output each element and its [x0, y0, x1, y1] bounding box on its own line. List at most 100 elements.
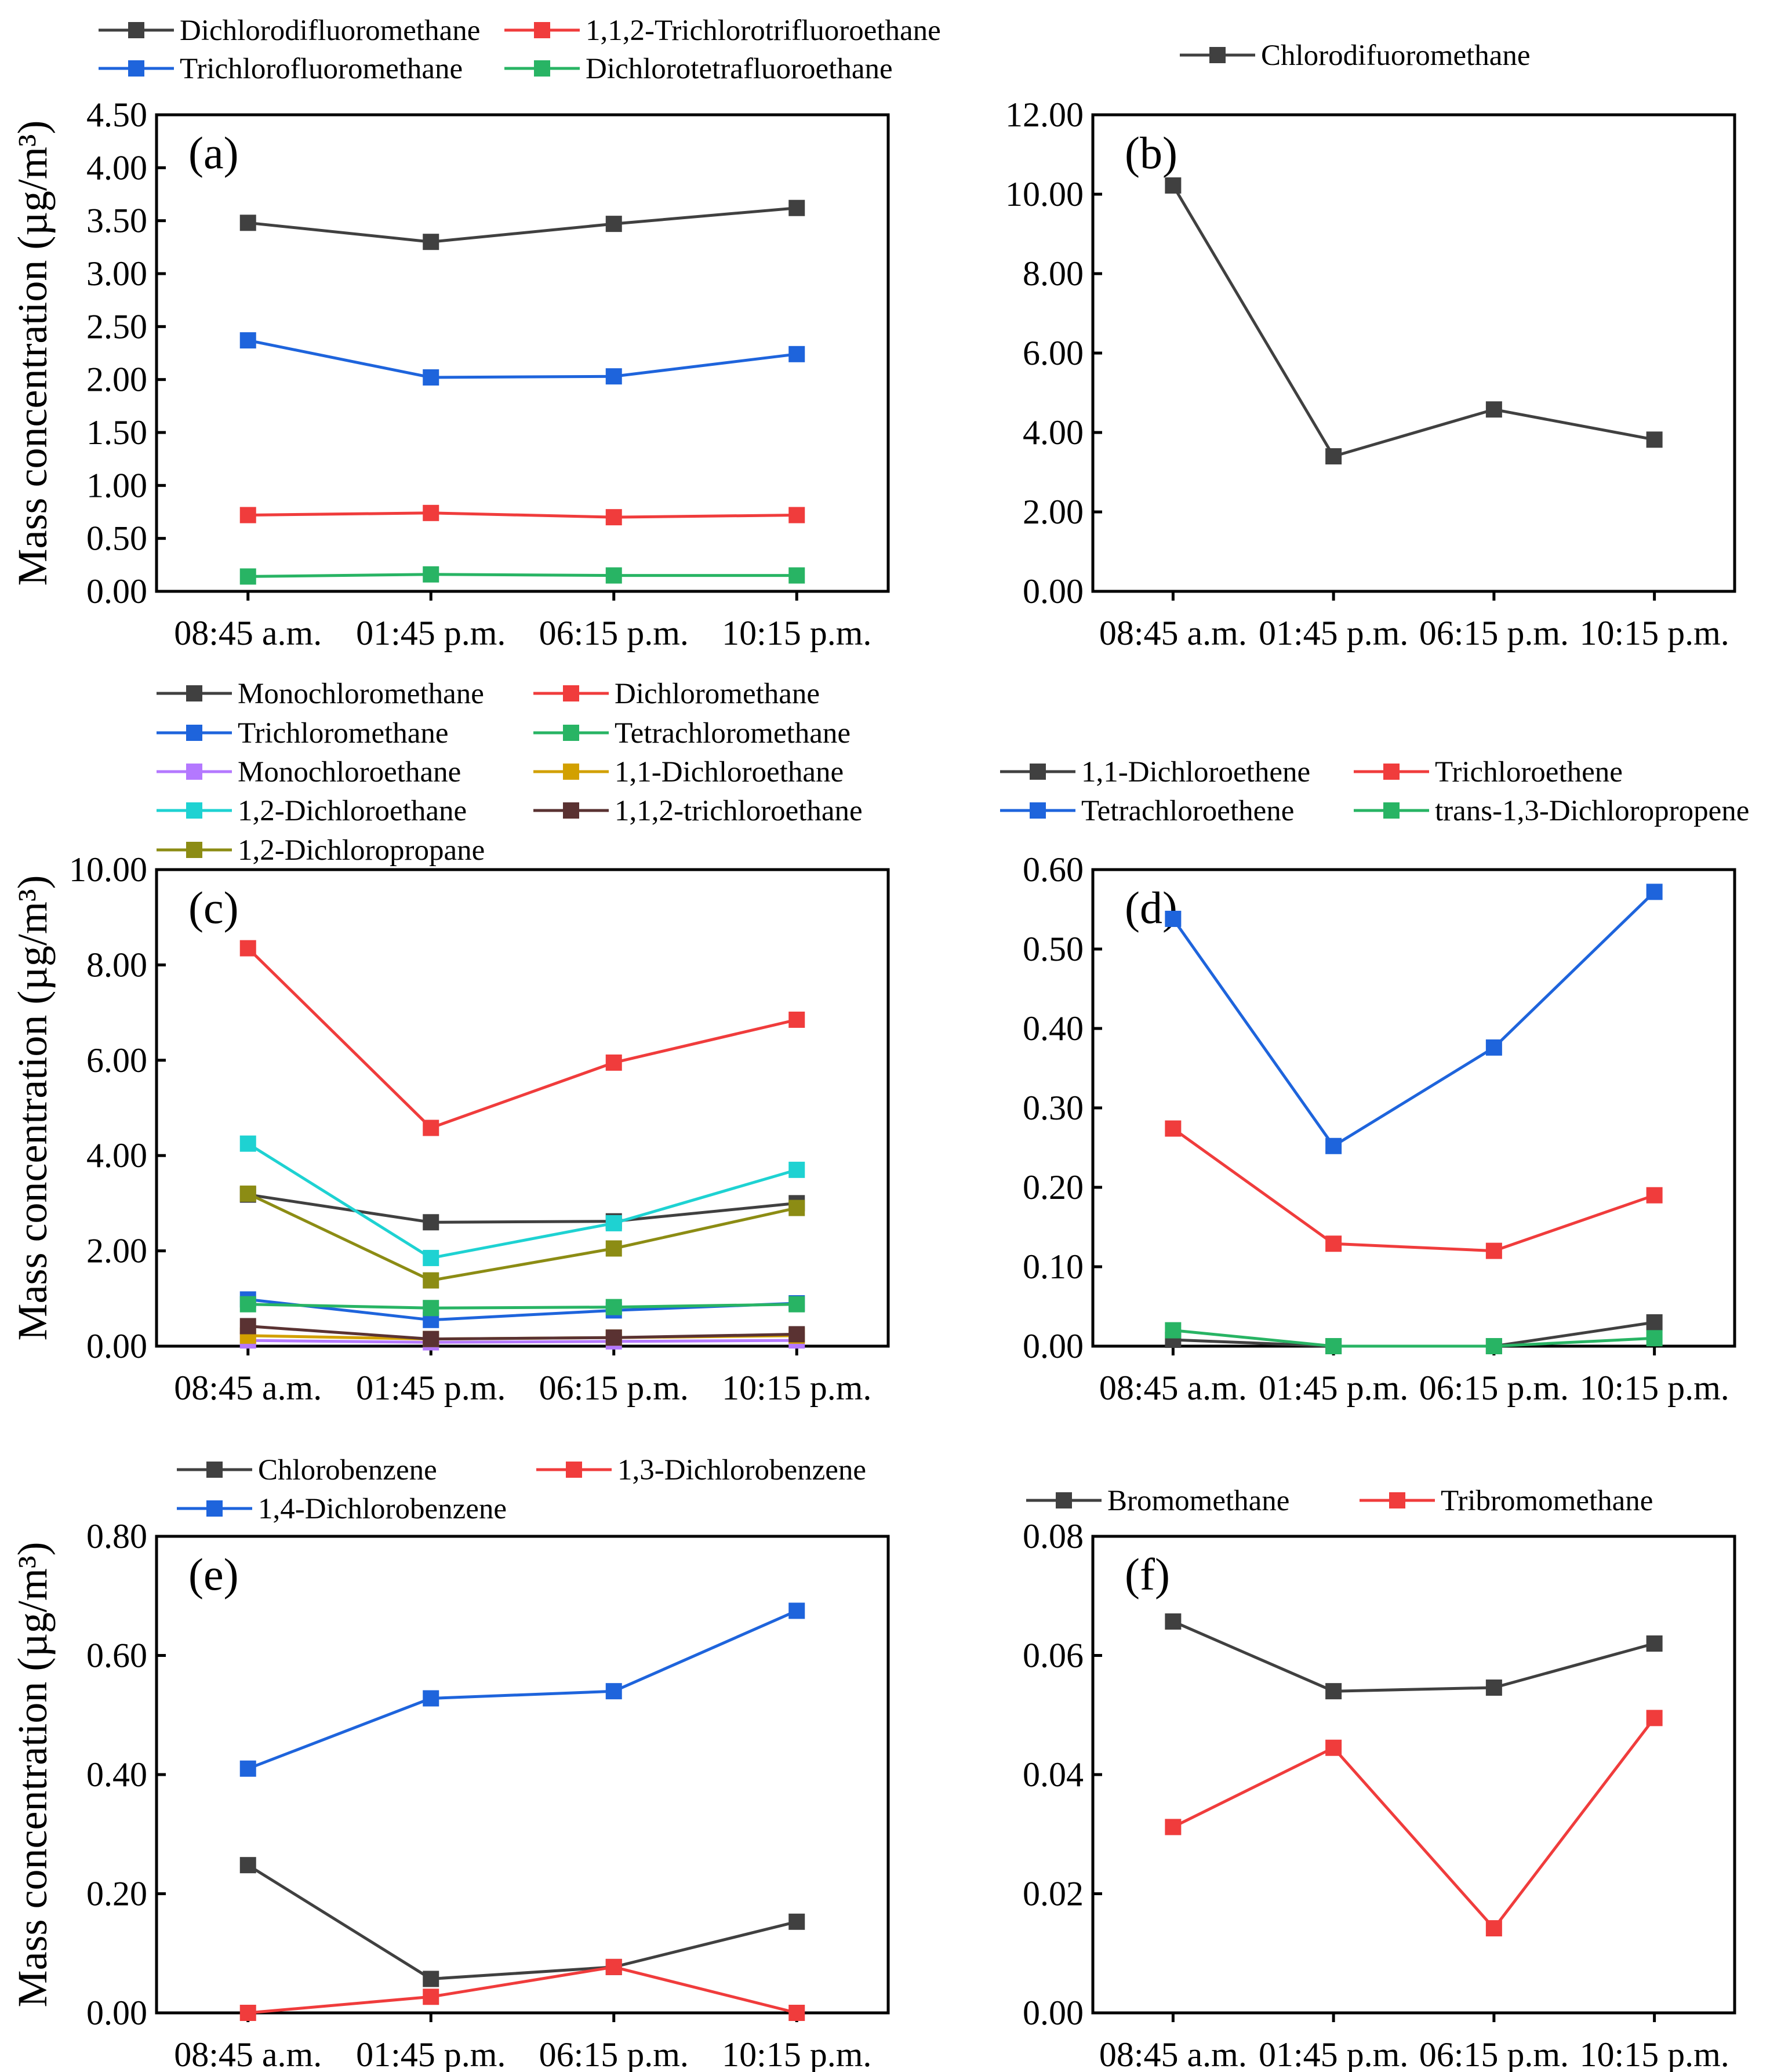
data-point [239, 940, 256, 957]
data-point [1485, 401, 1502, 418]
y-tick-label: 0.08 [1023, 1517, 1084, 1555]
y-tick-label: 0.04 [1023, 1755, 1084, 1794]
series-line [248, 1339, 797, 1344]
x-tick-label: 10:15 p.m. [722, 614, 871, 652]
y-tick-label: 0.50 [1023, 930, 1084, 968]
data-point [605, 216, 622, 232]
legend-marker [206, 1462, 223, 1478]
data-point [1325, 1338, 1342, 1354]
data-point [239, 215, 256, 231]
y-tick-label: 0.00 [86, 572, 147, 610]
plot-frame [1091, 1535, 1736, 2015]
data-point [1325, 448, 1342, 465]
y-tick-label: 0.20 [86, 1875, 147, 1913]
chart-panel-d: 0.00 0.10 0.20 0.30 0.40 0.50 0.60 08:45 a.m. 01… [1000, 756, 1749, 1407]
y-tick-label: 3.50 [86, 202, 147, 240]
y-tick-label: 4.50 [86, 96, 147, 134]
x-tick-label: 08:45 a.m. [174, 2035, 322, 2072]
data-point [1646, 431, 1663, 448]
data-point [1325, 1235, 1342, 1252]
data-point [423, 1989, 439, 2005]
data-point [1646, 1314, 1663, 1331]
data-point [1325, 1739, 1342, 1756]
data-point [1485, 1039, 1502, 1056]
chart-panel-e: 0.00 0.20 0.40 0.60 0.80 08:45 a.m. 01:45 p.m.… [9, 1454, 890, 2072]
series-line [248, 1193, 797, 1224]
x-tick-label: 06:15 p.m. [539, 614, 689, 652]
data-point [788, 1326, 805, 1343]
y-tick-label: 0.60 [1023, 850, 1084, 889]
data-point [605, 368, 622, 385]
y-tick-label: 0.02 [1023, 1875, 1084, 1913]
chart-panel-b: 0.00 2.00 4.00 6.00 8.00 10.00 12.00 08:45 a.m.… [1005, 39, 1736, 652]
series-line [248, 206, 797, 243]
y-tick-label: 4.00 [86, 1136, 147, 1175]
data-point [423, 369, 439, 386]
data-point [239, 1318, 256, 1335]
x-tick-label: 10:15 p.m. [722, 2035, 871, 2072]
legend-marker [186, 842, 202, 858]
series-line [1172, 1717, 1656, 1931]
series-line [248, 1303, 797, 1310]
data-point [1646, 1187, 1663, 1204]
legend-marker [1389, 1492, 1405, 1508]
x-tick-label: 08:45 a.m. [174, 614, 322, 652]
legend-marker [563, 764, 579, 780]
data-point [1646, 884, 1663, 900]
x-tick-label: 06:15 p.m. [1419, 2035, 1569, 2072]
data-point [239, 507, 256, 524]
data-point [788, 346, 805, 362]
x-tick-label: 10:15 p.m. [1579, 2035, 1729, 2072]
legend-label: 1,1-Dichloroethane [615, 756, 844, 788]
legend-marker [563, 725, 579, 741]
legend-label: 1,2-Dichloropropane [238, 834, 485, 867]
y-tick-label: 0.40 [1023, 1009, 1084, 1048]
panel-label: (a) [188, 128, 239, 178]
legend-marker [1383, 802, 1400, 819]
data-point [605, 1958, 622, 1975]
y-tick-label: 12.00 [1005, 96, 1084, 134]
data-point [605, 567, 622, 584]
legend-label: Trichloroethene [1435, 756, 1623, 788]
data-point [239, 568, 256, 585]
data-point [788, 507, 805, 524]
x-tick-label: 06:15 p.m. [539, 2035, 689, 2072]
y-tick-label: 0.10 [1023, 1248, 1084, 1286]
data-point [788, 1296, 805, 1313]
legend-marker [186, 725, 202, 741]
x-tick-label: 08:45 a.m. [174, 1369, 322, 1407]
data-point [239, 1296, 256, 1313]
y-tick-label: 2.00 [1023, 493, 1084, 531]
data-point [1485, 1920, 1502, 1937]
y-tick-label: 1.00 [86, 466, 147, 504]
panel-label: (b) [1125, 128, 1177, 178]
plot-frame [155, 1535, 890, 2015]
data-point [1165, 1120, 1182, 1137]
legend-marker [563, 802, 579, 819]
legend-marker [186, 685, 202, 701]
chart-panel-f: 0.00 0.02 0.04 0.06 0.08 08:45 a.m. 01:45 p.m.… [1023, 1485, 1736, 2072]
y-tick-label: 0.00 [1023, 1994, 1084, 2032]
legend-label: Dichlorodifluoromethane [180, 14, 480, 47]
x-tick-label: 08:45 a.m. [1099, 2035, 1247, 2072]
legend-marker [563, 685, 579, 701]
x-tick-label: 08:45 a.m. [1099, 1369, 1247, 1407]
legend-marker [1209, 47, 1226, 63]
y-axis-label: Mass concentration (µg/m³) [9, 875, 56, 1341]
x-tick-label: 01:45 p.m. [1259, 1369, 1408, 1407]
data-point [239, 1857, 256, 1874]
y-axis-label: Mass concentration (µg/m³) [9, 1542, 56, 2008]
data-point [423, 566, 439, 583]
data-point [239, 2005, 256, 2021]
data-point [1165, 910, 1182, 927]
data-point [423, 504, 439, 521]
x-tick-label: 06:15 p.m. [1419, 1369, 1569, 1407]
y-tick-label: 0.06 [1023, 1637, 1084, 1675]
series-line [247, 1864, 797, 1980]
y-tick-label: 2.50 [86, 307, 147, 346]
legend-label: Dichloromethane [615, 678, 820, 710]
series-line [248, 573, 797, 578]
y-tick-label: 0.60 [86, 1637, 147, 1675]
data-point [1165, 1322, 1182, 1339]
